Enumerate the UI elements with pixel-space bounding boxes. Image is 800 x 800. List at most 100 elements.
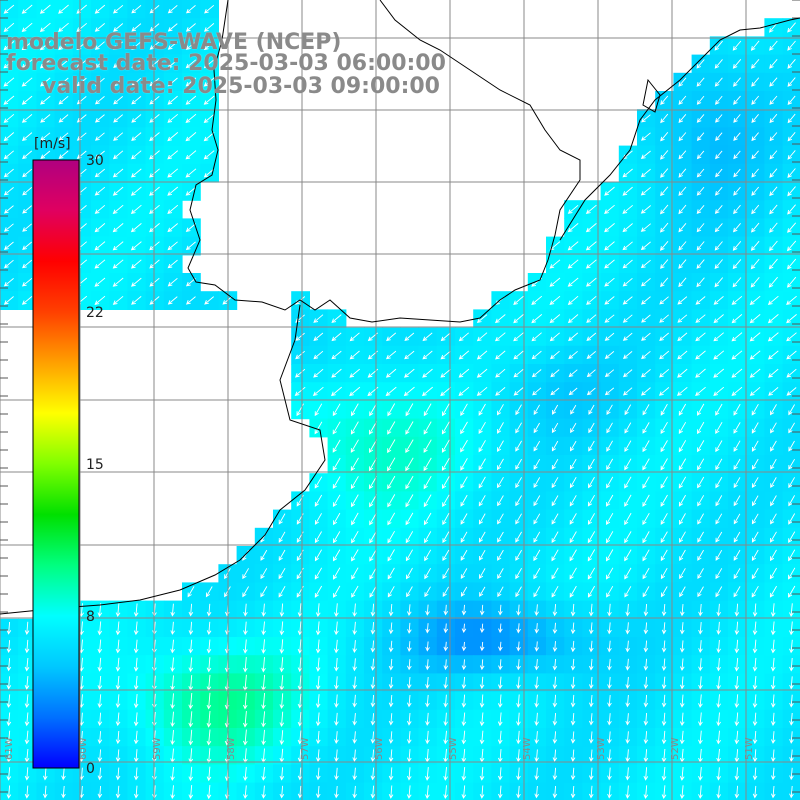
wind-arrow <box>606 585 614 598</box>
wind-arrow <box>534 659 540 671</box>
wind-arrow <box>734 639 740 654</box>
wind-arrow <box>334 767 339 781</box>
wind-arrow <box>567 314 579 324</box>
wind-arrow <box>97 639 103 654</box>
wind-arrow <box>170 785 175 800</box>
wind-arrow <box>549 314 561 324</box>
wind-arrow <box>769 59 778 69</box>
wind-arrow <box>167 5 178 14</box>
wind-arrow <box>751 567 759 580</box>
wind-arrow <box>407 641 412 652</box>
wind-arrow <box>751 95 760 105</box>
wind-arrow <box>696 205 705 215</box>
colorbar-gradient <box>32 159 80 769</box>
wind-arrow <box>167 204 179 215</box>
wind-arrow <box>425 604 430 616</box>
wind-arrow <box>679 513 686 525</box>
wind-arrow <box>185 5 196 14</box>
wind-arrow <box>516 785 521 799</box>
wind-arrow <box>314 513 322 525</box>
wind-arrow <box>21 41 33 51</box>
longitude-label: 61W <box>4 737 15 760</box>
wind-arrow <box>749 350 761 360</box>
wind-arrow <box>149 41 160 50</box>
wind-arrow <box>476 386 488 396</box>
wind-arrow <box>297 657 303 673</box>
wind-arrow <box>640 387 651 396</box>
wind-arrow <box>625 713 630 726</box>
wind-arrow <box>21 277 33 287</box>
wind-arrow <box>476 350 488 360</box>
wind-arrow <box>497 404 504 416</box>
wind-arrow <box>750 222 760 233</box>
wind-arrow <box>751 422 759 434</box>
wind-arrow <box>149 277 160 287</box>
wind-arrow <box>624 549 632 562</box>
wind-arrow <box>516 730 521 745</box>
wind-arrow <box>716 730 721 745</box>
wind-arrow <box>460 513 468 525</box>
wind-arrow <box>22 241 32 251</box>
wind-arrow <box>624 404 632 416</box>
wind-arrow <box>460 458 468 471</box>
wind-arrow <box>515 531 522 543</box>
wind-arrow <box>714 95 723 105</box>
wind-arrow <box>642 440 650 453</box>
wind-arrow <box>313 368 324 378</box>
wind-arrow <box>767 350 779 360</box>
wind-arrow <box>478 531 486 543</box>
longitude-label: 58W <box>226 737 237 760</box>
wind-arrow <box>424 531 432 544</box>
wind-arrow <box>185 186 197 196</box>
wind-arrow <box>112 277 124 287</box>
wind-arrow <box>94 41 105 50</box>
wind-arrow <box>715 421 723 435</box>
wind-arrow <box>643 640 649 653</box>
wind-arrow <box>752 621 758 636</box>
wind-arrow <box>24 621 30 635</box>
wind-arrow <box>58 22 69 33</box>
wind-arrow <box>625 640 630 653</box>
wind-arrow <box>515 477 522 489</box>
wind-arrow <box>604 223 615 233</box>
wind-arrow <box>24 694 30 709</box>
wind-arrow <box>696 95 705 105</box>
wind-arrow <box>698 785 703 799</box>
wind-arrow <box>370 785 376 799</box>
wind-arrow <box>698 622 703 635</box>
wind-arrow <box>314 585 323 598</box>
wind-arrow <box>788 513 796 525</box>
wind-arrow <box>167 132 179 142</box>
wind-arrow <box>604 332 615 341</box>
wind-arrow <box>21 296 33 305</box>
wind-arrow <box>404 350 415 360</box>
wind-arrow <box>425 623 430 634</box>
wind-arrow <box>170 766 175 781</box>
wind-arrow <box>752 694 758 708</box>
wind-arrow <box>588 640 594 653</box>
wind-arrow <box>58 114 69 123</box>
wind-arrow <box>713 314 724 324</box>
wind-arrow <box>113 132 124 141</box>
wind-arrow <box>349 386 361 397</box>
wind-arrow <box>787 132 796 142</box>
wind-arrow <box>203 132 215 142</box>
wind-arrow <box>206 657 212 673</box>
wind-arrow <box>261 657 266 673</box>
longitude-label: 51W <box>744 737 755 760</box>
wind-arrow <box>22 259 33 269</box>
wind-arrow <box>3 259 14 269</box>
wind-arrow <box>624 476 632 489</box>
wind-arrow <box>604 259 615 269</box>
wind-arrow <box>113 114 123 123</box>
wind-arrow <box>770 513 777 525</box>
wind-arrow <box>497 476 504 489</box>
wind-arrow <box>679 712 685 727</box>
wind-arrow <box>278 531 286 543</box>
wind-arrow <box>733 132 741 142</box>
wind-arrow <box>425 785 430 800</box>
wind-arrow <box>331 332 342 342</box>
wind-arrow <box>369 585 377 598</box>
wind-arrow <box>715 403 723 416</box>
wind-arrow <box>568 350 578 360</box>
